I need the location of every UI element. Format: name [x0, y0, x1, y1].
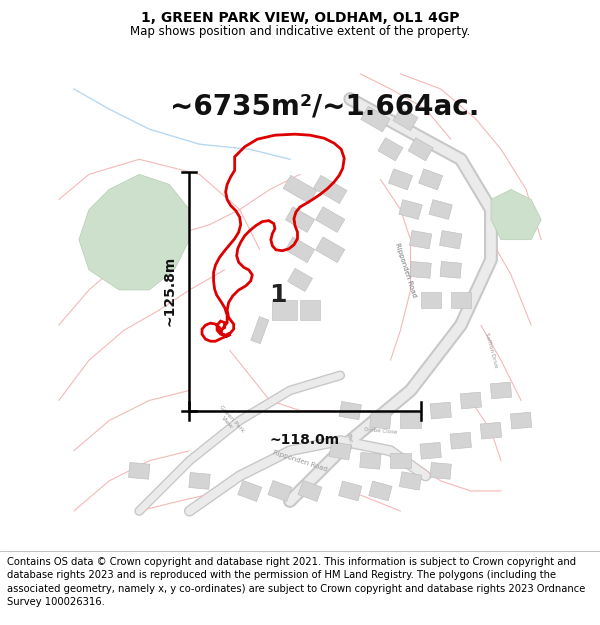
Bar	[189, 472, 210, 489]
Bar	[429, 199, 452, 219]
Bar	[287, 268, 313, 291]
Bar	[451, 292, 471, 308]
Bar	[378, 138, 403, 161]
Bar	[268, 481, 292, 501]
Text: Saffron Drive: Saffron Drive	[484, 332, 498, 369]
Bar	[450, 432, 472, 449]
Text: ~125.8m: ~125.8m	[163, 256, 176, 326]
Bar	[410, 261, 431, 278]
Text: 1, GREEN PARK VIEW, OLDHAM, OL1 4GP: 1, GREEN PARK VIEW, OLDHAM, OL1 4GP	[141, 11, 459, 25]
Bar	[440, 231, 462, 249]
Bar	[388, 169, 413, 190]
Bar	[300, 300, 320, 320]
Bar	[298, 481, 322, 501]
Text: Ripponden Road: Ripponden Road	[272, 449, 328, 472]
Bar	[338, 481, 362, 501]
Text: Bar...: Bar...	[346, 433, 355, 448]
Bar	[272, 300, 298, 320]
Text: 1: 1	[269, 283, 286, 307]
Text: Ripponden Road: Ripponden Road	[394, 242, 417, 298]
Bar	[393, 107, 418, 131]
Text: ~6735m²/~1.664ac.: ~6735m²/~1.664ac.	[170, 92, 480, 121]
Bar	[313, 176, 347, 204]
Bar	[283, 176, 317, 204]
Bar	[430, 462, 451, 479]
Text: ~118.0m: ~118.0m	[270, 433, 340, 447]
Bar	[440, 261, 461, 278]
Bar	[361, 106, 390, 132]
Bar	[316, 237, 345, 262]
Text: Ombe Close: Ombe Close	[364, 427, 397, 434]
Bar	[511, 412, 532, 429]
Text: Contains OS data © Crown copyright and database right 2021. This information is : Contains OS data © Crown copyright and d…	[7, 557, 586, 607]
Bar	[370, 412, 391, 429]
Bar	[369, 481, 392, 501]
Bar	[329, 442, 352, 460]
Bar	[339, 401, 361, 420]
Bar	[421, 292, 440, 308]
Polygon shape	[79, 174, 190, 290]
Bar	[409, 231, 432, 249]
Bar	[401, 413, 421, 428]
Bar	[286, 237, 314, 262]
Text: Map shows position and indicative extent of the property.: Map shows position and indicative extent…	[130, 25, 470, 38]
Bar	[316, 207, 345, 232]
Bar	[430, 402, 451, 419]
Bar	[359, 452, 381, 469]
Bar	[460, 392, 482, 409]
Bar	[238, 481, 262, 501]
Bar	[400, 472, 422, 490]
Bar	[408, 138, 433, 161]
Bar	[399, 199, 422, 219]
Text: Green Park
View: Green Park View	[214, 404, 245, 437]
Bar	[286, 207, 314, 232]
Bar	[391, 453, 410, 468]
Bar	[420, 442, 442, 459]
Bar	[490, 382, 512, 399]
Bar	[128, 462, 150, 479]
Bar	[251, 317, 269, 344]
Bar	[419, 169, 443, 190]
Polygon shape	[491, 189, 541, 240]
Bar	[480, 422, 502, 439]
